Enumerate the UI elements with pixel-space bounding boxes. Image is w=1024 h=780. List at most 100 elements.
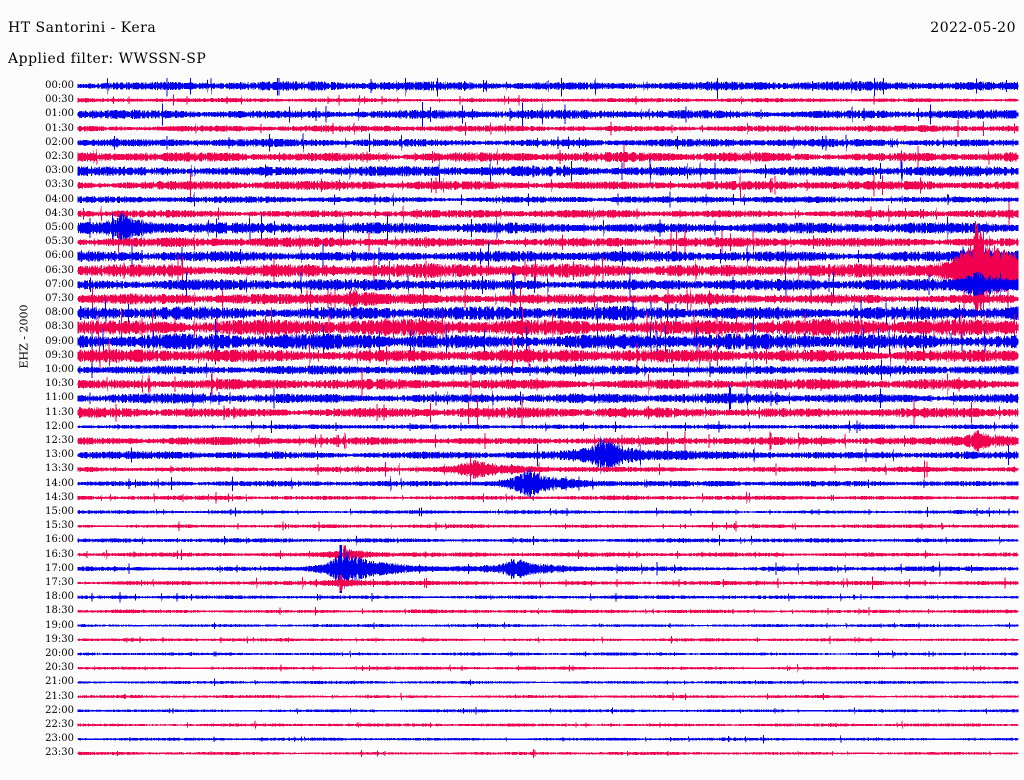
trace-row	[77, 242, 1019, 271]
time-tick-label: 15:30	[45, 520, 74, 532]
time-tick-label: 23:00	[45, 733, 74, 745]
time-tick-label: 01:30	[45, 122, 74, 134]
trace-row	[77, 368, 1019, 400]
trace-row	[77, 664, 1019, 673]
time-tick-label: 07:30	[45, 293, 74, 304]
time-tick-label: 22:00	[45, 704, 74, 716]
trace-row	[77, 220, 1019, 321]
time-tick-label: 15:00	[45, 506, 74, 517]
time-tick-label: 00:00	[45, 80, 74, 91]
time-tick-label: 13:00	[45, 449, 74, 461]
time-tick-label: 12:30	[45, 435, 74, 446]
trace-row	[77, 144, 1019, 170]
trace-row	[77, 635, 1019, 644]
time-tick-label: 16:30	[45, 548, 74, 560]
time-tick-label: 18:00	[45, 591, 74, 603]
trace-row	[77, 101, 1019, 127]
time-tick-label: 03:30	[45, 179, 74, 191]
trace-row	[77, 506, 1019, 518]
trace-row	[77, 545, 1019, 564]
time-tick-label: 06:00	[45, 250, 74, 262]
trace-row	[77, 383, 1019, 413]
time-tick-label: 09:30	[45, 349, 74, 361]
trace-row	[77, 468, 1019, 499]
trace-row	[77, 436, 1019, 474]
seismic-traces	[77, 78, 1019, 758]
page-title: HT Santorini - Kera	[8, 20, 157, 36]
time-tick-label: 04:30	[45, 207, 74, 219]
time-tick-label: 20:30	[45, 662, 74, 674]
time-tick-label: 13:30	[45, 463, 74, 475]
time-tick-label: 12:00	[45, 420, 74, 432]
trace-row	[77, 720, 1019, 730]
time-tick-label: 20:00	[45, 648, 74, 659]
trace-row	[77, 678, 1019, 687]
trace-row	[77, 335, 1019, 376]
trace-row	[77, 78, 1019, 99]
time-tick-label: 08:00	[45, 307, 74, 319]
trace-row	[77, 157, 1019, 186]
time-tick-label: 02:30	[45, 151, 74, 162]
trace-row	[77, 270, 1019, 300]
trace-row	[77, 132, 1019, 153]
trace-row	[77, 201, 1019, 227]
trace-row	[77, 307, 1019, 348]
time-tick-label: 10:00	[45, 364, 74, 375]
trace-row	[77, 314, 1019, 369]
time-tick-label: 19:00	[45, 619, 74, 631]
time-tick-label: 05:30	[45, 236, 74, 248]
trace-row	[77, 398, 1019, 427]
time-tick-label: 22:30	[45, 719, 74, 730]
recording-date: 2022-05-20	[930, 20, 1016, 36]
time-tick-label: 23:30	[45, 747, 74, 759]
trace-row	[77, 360, 1019, 380]
trace-row	[77, 94, 1019, 106]
trace-row	[77, 574, 1019, 592]
time-tick-label: 11:00	[45, 392, 74, 404]
time-tick-label: 19:30	[45, 633, 74, 645]
time-tick-label: 18:30	[45, 605, 74, 617]
time-axis-ticks: 00:00 00:30 01:00 01:30 02:00 02:30 03:00 03:30…	[0, 78, 74, 778]
trace-row	[77, 706, 1019, 715]
trace-row	[77, 607, 1019, 616]
time-tick-label: 05:00	[45, 222, 74, 233]
applied-filter-label: Applied filter: WWSSN-SP	[8, 51, 207, 67]
trace-row	[77, 491, 1019, 504]
trace-row	[77, 649, 1019, 659]
time-tick-label: 04:00	[45, 193, 74, 205]
time-tick-label: 21:00	[45, 676, 74, 688]
time-tick-label: 02:00	[45, 136, 74, 148]
trace-row	[77, 285, 1019, 313]
trace-row	[77, 692, 1019, 701]
time-tick-label: 10:30	[45, 378, 74, 390]
trace-row	[77, 170, 1019, 200]
time-tick-label: 06:30	[45, 264, 74, 276]
time-tick-label: 08:30	[45, 321, 74, 333]
helicorder-plot: 00:00 00:30 01:00 01:30 02:00 02:30 03:00 03:30…	[0, 78, 1024, 778]
time-tick-label: 14:30	[45, 491, 74, 503]
trace-row	[77, 591, 1019, 603]
trace-row	[77, 212, 1019, 244]
trace-row	[77, 420, 1019, 434]
time-tick-label: 01:00	[45, 108, 74, 120]
time-tick-label: 09:00	[45, 335, 74, 347]
trace-row	[77, 228, 1019, 256]
time-tick-label: 11:30	[45, 406, 74, 418]
time-tick-label: 00:30	[45, 94, 74, 106]
time-tick-label: 03:00	[45, 165, 74, 177]
time-tick-label: 17:30	[45, 577, 74, 588]
time-tick-label: 21:30	[45, 690, 74, 702]
trace-row	[77, 748, 1019, 758]
trace-row	[77, 735, 1019, 744]
trace-row	[77, 456, 1019, 482]
time-tick-label: 07:00	[45, 278, 74, 290]
trace-row	[77, 120, 1019, 138]
trace-row	[77, 297, 1019, 330]
trace-row	[77, 430, 1019, 452]
time-tick-label: 16:00	[45, 534, 74, 546]
time-tick-label: 17:00	[45, 562, 74, 574]
trace-row	[77, 535, 1019, 546]
trace-row	[77, 544, 1019, 593]
trace-row	[77, 520, 1019, 532]
